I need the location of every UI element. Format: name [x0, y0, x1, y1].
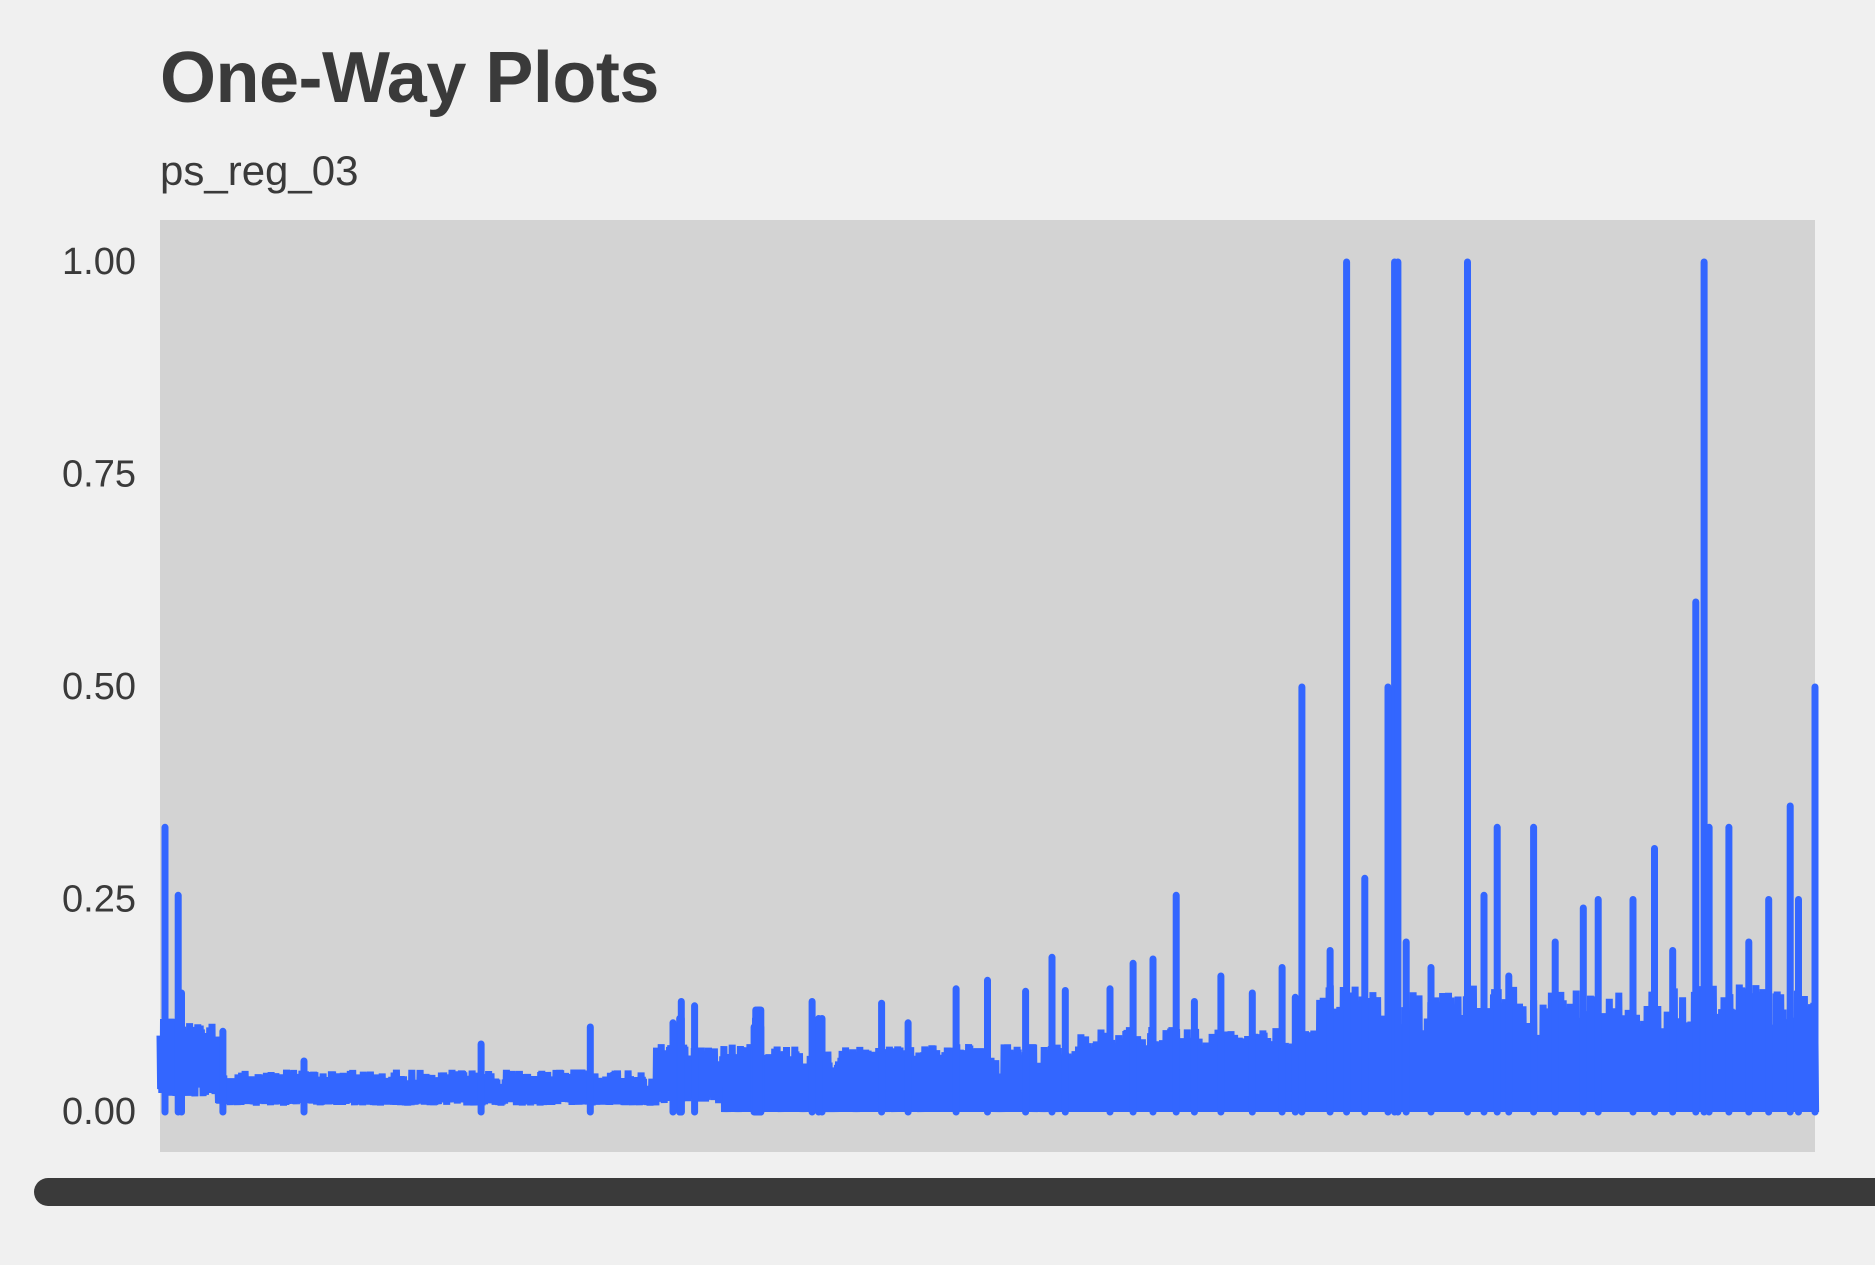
chart-marks [156, 258, 1820, 1116]
y-tick-label: 0.75 [62, 454, 136, 496]
y-tick-label: 1.00 [62, 241, 136, 283]
horizontal-scrollbar[interactable] [34, 1178, 1875, 1206]
chart-title: One-Way Plots [160, 38, 659, 118]
y-axis-ticks: 0.00 0.25 0.50 0.75 1.00 [62, 241, 136, 1133]
chart-subtitle: ps_reg_03 [160, 147, 359, 194]
y-tick-label: 0.25 [62, 879, 136, 921]
y-tick-label: 0.50 [62, 666, 136, 708]
y-tick-label: 0.00 [62, 1091, 136, 1133]
